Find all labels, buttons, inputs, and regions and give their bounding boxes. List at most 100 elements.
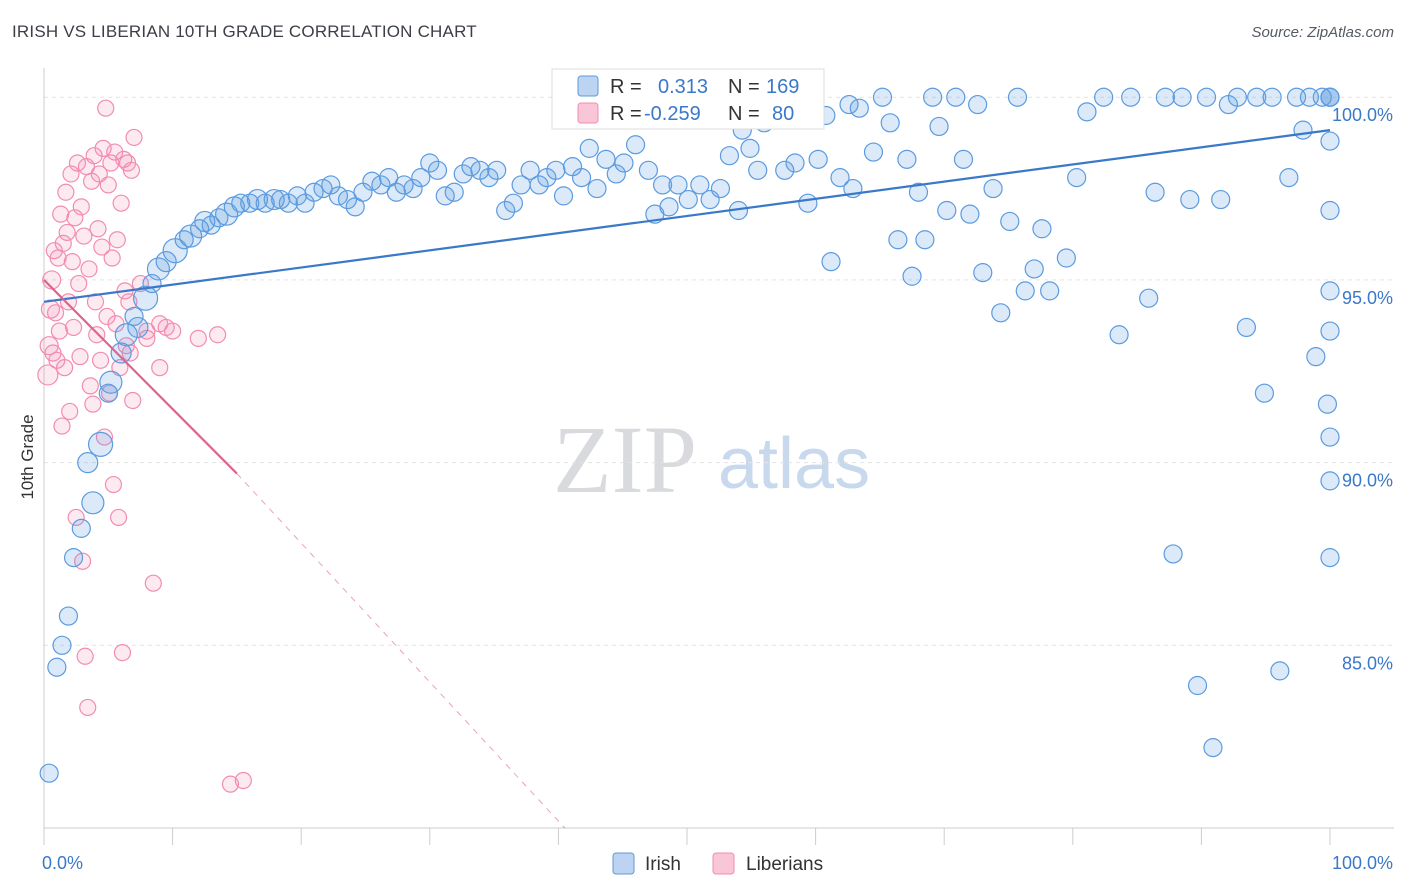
irish-point [821,252,841,272]
irish-point [209,208,229,228]
y-tick-label: 85.0% [1342,653,1393,673]
irish-point [1032,219,1052,239]
chart-title: IRISH VS LIBERIAN 10TH GRADE CORRELATION… [12,22,477,41]
irish-point [127,316,149,339]
source-label: Source: ZipAtlas.com [1251,24,1394,41]
x-tick-label-min: 0.0% [42,853,83,873]
irish-point [1015,281,1035,301]
irish-point [1040,281,1060,301]
liberian-point [53,417,71,435]
irish-point [923,87,943,107]
liberian-point [52,205,70,223]
irish-point [1306,347,1326,367]
irish-point [1180,189,1200,210]
irish-point [1254,383,1275,403]
liberian-point [64,318,83,337]
x-tick-label-max: 100.0% [1332,853,1393,873]
liberian-point [80,260,98,278]
liberian-point [151,315,169,333]
irish-point [479,168,499,188]
irish-point [420,153,440,173]
irish-point [427,160,448,180]
liberian-trend-line [43,279,238,475]
irish-point [496,200,516,221]
liberian-point [50,322,69,340]
irish-point [690,175,710,195]
irish-point [1163,544,1183,564]
bottom-legend-liberians-swatch [712,852,735,875]
irish-point [321,175,341,195]
axes [43,68,1394,845]
irish-point [839,94,859,115]
trendlines [43,129,1331,829]
liberian-point [98,307,116,326]
irish-point [606,164,626,184]
liberian-point [112,194,130,212]
irish-point [915,230,935,250]
watermark-zip: ZIP [553,406,697,513]
irish-point [719,146,740,166]
irish-point [897,149,917,169]
irish-point [880,113,900,133]
irish-points [39,87,1340,783]
liberian-point [75,227,93,245]
irish-point [1312,87,1332,107]
liberian-point [49,249,67,267]
liberian-point [71,348,89,366]
irish-point [863,142,884,162]
irish-point [39,763,59,783]
irish-point [1211,189,1231,210]
liberian-point [104,475,123,494]
liberian-point [63,253,81,271]
irish-point [973,263,993,283]
irish-point [1293,120,1313,140]
irish-point [902,266,922,286]
irish-point [587,178,607,199]
liberian-point [99,176,117,194]
irish-point [1109,325,1129,345]
irish-point [1000,211,1020,232]
irish-point [215,202,239,226]
irish-point [77,452,99,474]
irish-point [63,548,84,568]
liberian-point [95,428,114,446]
irish-point [553,186,574,206]
irish-point [110,342,132,364]
irish-point [1077,102,1097,122]
irish-point [1320,427,1340,447]
liberian-point [57,183,75,201]
liberian-point [37,364,59,386]
liberian-point [68,154,87,172]
irish-point [487,160,507,180]
irish-point [991,303,1011,323]
irish-point [668,175,688,195]
irish-point [748,160,768,180]
legend-liberians-n-label: N = [728,103,760,125]
irish-point [659,197,679,217]
irish-point [1320,281,1340,301]
irish-point [1320,471,1340,491]
legend-liberians-swatch [577,102,599,124]
legend-irish-r-value: 0.313 [658,76,708,98]
stats-legend: R = 0.313 N = 169 R = -0.259 N = 80 [551,68,825,130]
irish-point [146,257,171,281]
irish-point [47,657,67,677]
liberian-point [91,351,110,369]
irish-point [155,251,177,273]
liberian-point [151,359,169,377]
liberian-point [221,775,240,793]
bottom-legend-irish-label: Irish [645,854,681,875]
irish-point [444,182,464,202]
liberian-point [97,99,115,117]
irish-point [1262,87,1282,107]
liberian-point [59,293,78,311]
irish-point [983,178,1003,199]
watermark-atlas: atlas [718,424,870,504]
bottom-legend-liberians-label: Liberians [746,854,823,875]
irish-point [625,135,646,155]
legend-irish-n-value: 169 [766,76,799,98]
irish-point [1094,87,1114,107]
liberian-point [122,161,141,179]
watermark: ZIP atlas [553,406,870,513]
irish-point [968,94,988,115]
